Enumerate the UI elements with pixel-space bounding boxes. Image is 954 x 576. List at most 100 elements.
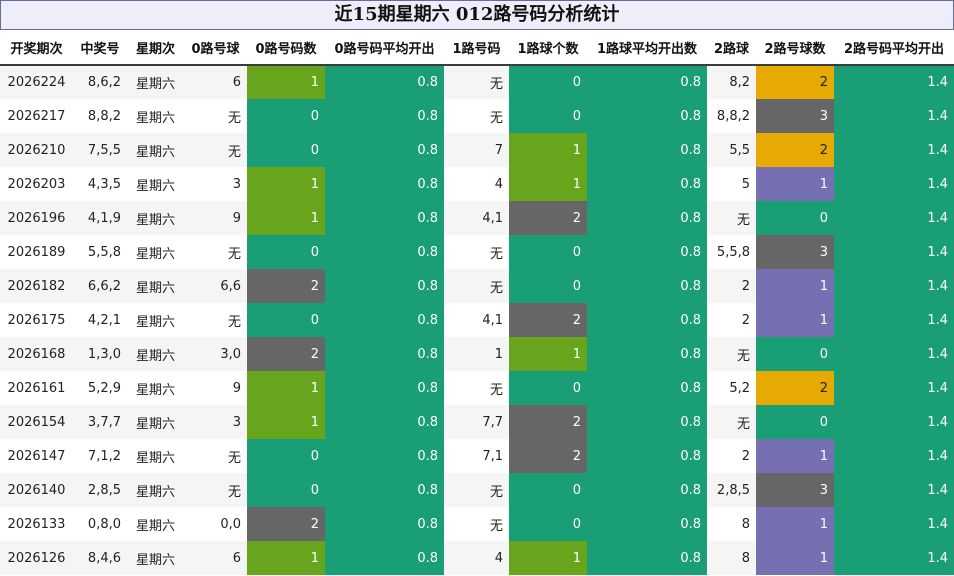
cell-road0-average: 0.8	[325, 65, 444, 99]
cell-road2-average: 1.4	[834, 439, 954, 473]
cell-road1-balls: 4,1	[444, 201, 509, 235]
cell-road1-count: 2	[509, 201, 587, 235]
cell-road2-average: 1.4	[834, 507, 954, 541]
cell-road2-balls: 8	[707, 541, 756, 575]
cell-winning-number: 2,8,5	[73, 473, 127, 507]
cell-weekday: 星期六	[127, 541, 184, 575]
cell-road0-average: 0.8	[325, 235, 444, 269]
cell-road0-balls: 无	[184, 133, 247, 167]
cell-road0-count: 0	[247, 99, 325, 133]
cell-road1-average: 0.8	[587, 201, 707, 235]
cell-winning-number: 4,2,1	[73, 303, 127, 337]
column-header-road2-count: 2路号球数	[756, 30, 834, 66]
cell-road0-average: 0.8	[325, 133, 444, 167]
cell-weekday: 星期六	[127, 133, 184, 167]
cell-weekday: 星期六	[127, 473, 184, 507]
table-row: 2026147 7,1,2 星期六无 0 0.8 7,1 2 0.8 2 1 1.4	[0, 439, 954, 473]
cell-period: 2026147	[0, 439, 73, 473]
cell-road2-balls: 无	[707, 201, 756, 235]
cell-road1-count: 0	[509, 371, 587, 405]
cell-period: 2026217	[0, 99, 73, 133]
cell-period: 2026154	[0, 405, 73, 439]
cell-road1-balls: 无	[444, 371, 509, 405]
cell-road2-count: 0	[756, 201, 834, 235]
cell-road0-balls: 0,0	[184, 507, 247, 541]
cell-weekday: 星期六	[127, 507, 184, 541]
cell-road0-average: 0.8	[325, 167, 444, 201]
cell-road0-average: 0.8	[325, 337, 444, 371]
cell-road1-average: 0.8	[587, 507, 707, 541]
cell-road2-count: 3	[756, 473, 834, 507]
cell-road2-count: 3	[756, 235, 834, 269]
cell-road2-average: 1.4	[834, 99, 954, 133]
table-row: 2026210 7,5,5 星期六无 0 0.8 7 1 0.8 5,5 2 1.4	[0, 133, 954, 167]
cell-road2-balls: 2	[707, 269, 756, 303]
cell-road0-count: 2	[247, 269, 325, 303]
cell-period: 2026182	[0, 269, 73, 303]
cell-period: 2026168	[0, 337, 73, 371]
table-row: 2026203 4,3,5 星期六 3 1 0.8 4 1 0.8 5 1 1.4	[0, 167, 954, 201]
cell-road2-average: 1.4	[834, 405, 954, 439]
cell-road1-average: 0.8	[587, 235, 707, 269]
column-header-road0-balls: 0路号球	[184, 30, 247, 66]
cell-road2-count: 1	[756, 269, 834, 303]
cell-period: 2026189	[0, 235, 73, 269]
cell-road0-count: 0	[247, 235, 325, 269]
table-row: 2026140 2,8,5 星期六无 0 0.8 无 0 0.8 2,8,5 3 1.4	[0, 473, 954, 507]
table-row: 2026154 3,7,7 星期六 3 1 0.8 7,7 2 0.8 无 0 1.4	[0, 405, 954, 439]
cell-winning-number: 5,2,9	[73, 371, 127, 405]
cell-road0-average: 0.8	[325, 439, 444, 473]
table-row: 2026168 1,3,0 星期六 3,0 2 0.8 1 1 0.8 无 0 1.4	[0, 337, 954, 371]
column-header-road1-average: 1路球平均开出数	[587, 30, 707, 66]
cell-road2-average: 1.4	[834, 133, 954, 167]
cell-road2-balls: 5,2	[707, 371, 756, 405]
cell-road0-balls: 无	[184, 473, 247, 507]
cell-road1-count: 0	[509, 99, 587, 133]
cell-period: 2026140	[0, 473, 73, 507]
cell-road1-balls: 7	[444, 133, 509, 167]
cell-road1-balls: 无	[444, 99, 509, 133]
cell-road2-balls: 无	[707, 337, 756, 371]
cell-road0-average: 0.8	[325, 507, 444, 541]
cell-road0-count: 0	[247, 473, 325, 507]
cell-road2-count: 2	[756, 371, 834, 405]
cell-period: 2026224	[0, 65, 73, 99]
cell-road2-count: 3	[756, 99, 834, 133]
cell-winning-number: 7,1,2	[73, 439, 127, 473]
cell-winning-number: 4,3,5	[73, 167, 127, 201]
table-row: 2026217 8,8,2 星期六无 0 0.8 无 0 0.8 8,8,2 3 1.4	[0, 99, 954, 133]
cell-road2-balls: 8,8,2	[707, 99, 756, 133]
cell-road2-count: 1	[756, 167, 834, 201]
cell-road2-count: 1	[756, 439, 834, 473]
column-header-road0-average: 0路号码平均开出	[325, 30, 444, 66]
cell-road1-average: 0.8	[587, 269, 707, 303]
column-header-road0-count: 0路号码数	[247, 30, 325, 66]
cell-road2-average: 1.4	[834, 65, 954, 99]
cell-road2-balls: 无	[707, 405, 756, 439]
cell-road0-average: 0.8	[325, 405, 444, 439]
cell-road1-count: 2	[509, 405, 587, 439]
cell-road0-count: 1	[247, 65, 325, 99]
cell-road1-balls: 7,1	[444, 439, 509, 473]
cell-weekday: 星期六	[127, 303, 184, 337]
cell-road2-count: 1	[756, 541, 834, 575]
cell-road1-count: 1	[509, 133, 587, 167]
cell-road1-average: 0.8	[587, 133, 707, 167]
cell-road2-balls: 8	[707, 507, 756, 541]
cell-period: 2026210	[0, 133, 73, 167]
cell-road1-count: 0	[509, 269, 587, 303]
table-row: 2026196 4,1,9 星期六 9 1 0.8 4,1 2 0.8 无 0 1.4	[0, 201, 954, 235]
cell-winning-number: 8,4,6	[73, 541, 127, 575]
cell-road2-average: 1.4	[834, 541, 954, 575]
cell-road0-balls: 无	[184, 99, 247, 133]
cell-road2-count: 1	[756, 507, 834, 541]
cell-road1-count: 0	[509, 235, 587, 269]
cell-road1-count: 2	[509, 303, 587, 337]
cell-period: 2026203	[0, 167, 73, 201]
cell-winning-number: 8,6,2	[73, 65, 127, 99]
page-title: 近15期星期六 012路号码分析统计	[0, 0, 954, 30]
cell-road0-count: 2	[247, 507, 325, 541]
cell-winning-number: 1,3,0	[73, 337, 127, 371]
table-body: 2026224 8,6,2 星期六 6 1 0.8 无 0 0.8 8,2 2 1.4 2026217 8…	[0, 65, 954, 575]
cell-road1-count: 0	[509, 65, 587, 99]
